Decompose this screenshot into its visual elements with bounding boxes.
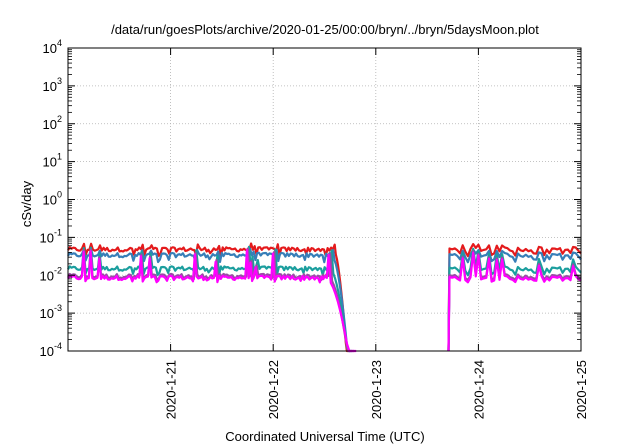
- y-tick-base: 10: [40, 268, 54, 283]
- y-tick-label: 10-1: [40, 227, 62, 245]
- x-axis-label: Coordinated Universal Time (UTC): [225, 429, 424, 444]
- y-tick-base: 10: [43, 155, 57, 170]
- grid: [68, 48, 581, 351]
- x-tick-label: 2020-1-22: [266, 360, 281, 419]
- y-tick-base: 10: [40, 306, 54, 321]
- y-tick-exponent: 1: [57, 152, 62, 162]
- y-tick-exponent: 3: [57, 76, 62, 86]
- chart-title: /data/run/goesPlots/archive/2020-01-25/0…: [111, 22, 539, 37]
- y-axis-label: cSv/day: [19, 180, 34, 227]
- y-tick-exponent: 2: [57, 114, 62, 124]
- y-tick-base: 10: [43, 117, 57, 132]
- y-tick-exponent: 4: [57, 38, 62, 48]
- y-tick-label: 100: [43, 190, 62, 208]
- x-tick-label: 2020-1-25: [574, 360, 589, 419]
- x-tick-label: 2020-1-23: [369, 360, 384, 419]
- series-line: [67, 242, 582, 353]
- x-tick-label: 2020-1-21: [164, 360, 179, 419]
- series-group: [67, 242, 582, 353]
- x-axis-ticks: 2020-1-21 2020-1-22 2020-1-23 2020-1-24 2020…: [164, 48, 589, 419]
- y-tick-base: 10: [43, 79, 57, 94]
- y-tick-exponent: -3: [54, 303, 62, 313]
- y-tick-label: 102: [43, 114, 62, 132]
- x-tick-label: 2020-1-24: [471, 360, 486, 419]
- series-line: [67, 247, 582, 353]
- y-tick-base: 10: [43, 193, 57, 208]
- y-tick-label: 103: [43, 76, 62, 94]
- y-tick-base: 10: [43, 41, 57, 56]
- y-tick-label: 10-3: [40, 303, 62, 321]
- y-tick-label: 104: [43, 38, 62, 56]
- series-line: [67, 245, 582, 353]
- y-tick-exponent: -4: [54, 341, 62, 351]
- y-tick-base: 10: [40, 230, 54, 245]
- y-tick-exponent: -2: [54, 265, 62, 275]
- y-tick-label: 10-4: [40, 341, 62, 359]
- y-tick-base: 10: [40, 344, 54, 359]
- y-tick-label: 101: [43, 152, 62, 170]
- y-tick-label: 10-2: [40, 265, 62, 283]
- y-tick-exponent: -1: [54, 227, 62, 237]
- y-tick-exponent: 0: [57, 190, 62, 200]
- series-line: [67, 249, 582, 353]
